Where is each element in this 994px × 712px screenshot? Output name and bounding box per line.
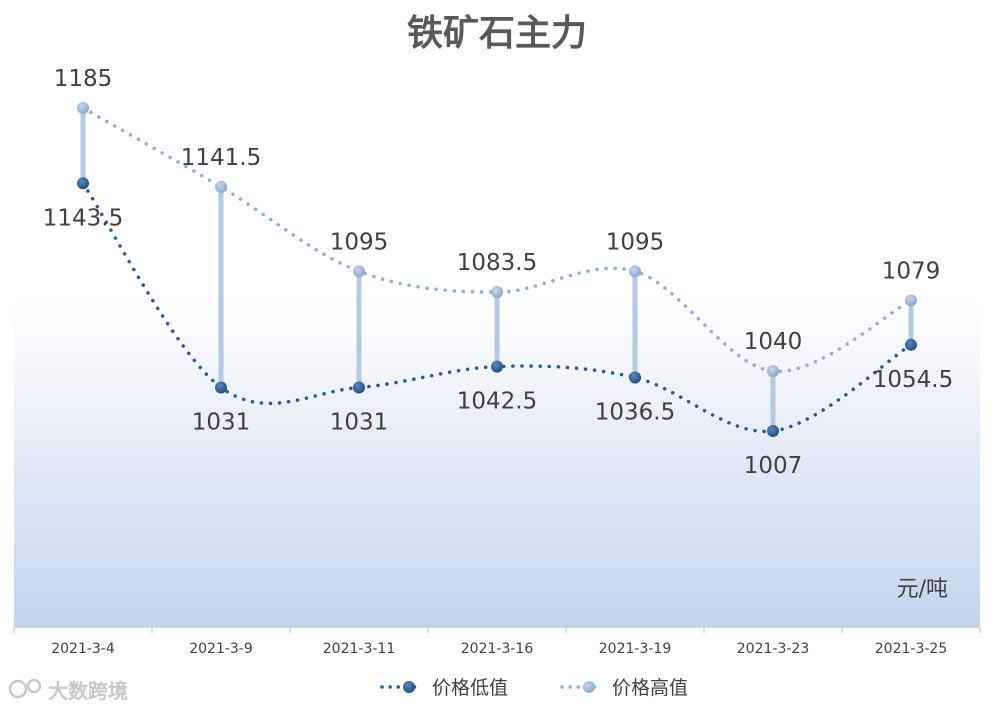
data-point-low bbox=[215, 381, 227, 394]
legend-marker bbox=[403, 681, 415, 693]
data-point-high bbox=[905, 294, 917, 307]
legend: 价格低值 价格高值 bbox=[380, 677, 688, 699]
data-label-low: 1143.5 bbox=[43, 205, 123, 231]
data-label-high: 1185 bbox=[54, 66, 113, 92]
data-point-high bbox=[353, 265, 365, 278]
x-axis-ticks: 2021-3-4 2021-3-9 2021-3-11 2021-3-16 2021-3… bbox=[13, 627, 981, 657]
x-axis-tick-label: 2021-3-25 bbox=[875, 641, 947, 657]
data-point-high bbox=[767, 365, 779, 378]
x-axis-tick-label: 2021-3-11 bbox=[323, 641, 395, 657]
data-label-high: 1079 bbox=[882, 258, 941, 284]
legend-item-low: 价格低值 bbox=[380, 677, 508, 699]
watermark-text: 大数跨境 bbox=[48, 679, 128, 703]
data-point-high bbox=[77, 102, 89, 114]
legend-label: 价格低值 bbox=[432, 677, 508, 699]
data-point-low bbox=[767, 425, 779, 437]
x-axis-tick-label: 2021-3-9 bbox=[189, 641, 253, 657]
high-low-connectors bbox=[80, 108, 914, 431]
legend-marker bbox=[583, 681, 595, 693]
data-label-low: 1007 bbox=[744, 453, 803, 479]
data-point-high bbox=[629, 265, 641, 278]
data-point-low bbox=[629, 371, 641, 384]
data-label-low: 1031 bbox=[330, 409, 389, 435]
watermark-logo-icon bbox=[8, 678, 42, 699]
series-points bbox=[77, 102, 917, 437]
data-label-high: 1095 bbox=[606, 229, 665, 255]
data-label-high: 1040 bbox=[744, 329, 803, 355]
legend-label: 价格高值 bbox=[612, 677, 688, 699]
data-label-high: 1141.5 bbox=[181, 145, 261, 171]
watermark: 大数跨境 bbox=[8, 678, 128, 703]
data-label-low: 1036.5 bbox=[595, 399, 675, 425]
data-label-high: 1083.5 bbox=[457, 250, 537, 276]
data-label-high: 1095 bbox=[330, 229, 389, 255]
data-point-low bbox=[77, 177, 89, 190]
data-label-low: 1031 bbox=[192, 409, 251, 435]
x-axis-tick-label: 2021-3-23 bbox=[737, 641, 809, 657]
data-point-high bbox=[491, 286, 503, 299]
legend-item-high: 价格高值 bbox=[560, 677, 688, 699]
data-point-low bbox=[491, 360, 503, 373]
data-point-low bbox=[353, 381, 365, 394]
x-axis-tick-label: 2021-3-4 bbox=[51, 641, 115, 657]
data-label-low: 1042.5 bbox=[457, 389, 537, 415]
data-label-low: 1054.5 bbox=[873, 367, 953, 393]
chart-title: 铁矿石主力 bbox=[407, 13, 587, 54]
data-point-low bbox=[905, 338, 917, 351]
unit-label: 元/吨 bbox=[897, 577, 948, 602]
data-point-high bbox=[215, 180, 227, 193]
x-axis-tick-label: 2021-3-16 bbox=[461, 641, 534, 657]
x-axis-tick-label: 2021-3-19 bbox=[599, 641, 671, 657]
data-labels: 1185 1141.5 1095 1083.5 1095 1040 1079 1143.5 10… bbox=[43, 66, 953, 479]
